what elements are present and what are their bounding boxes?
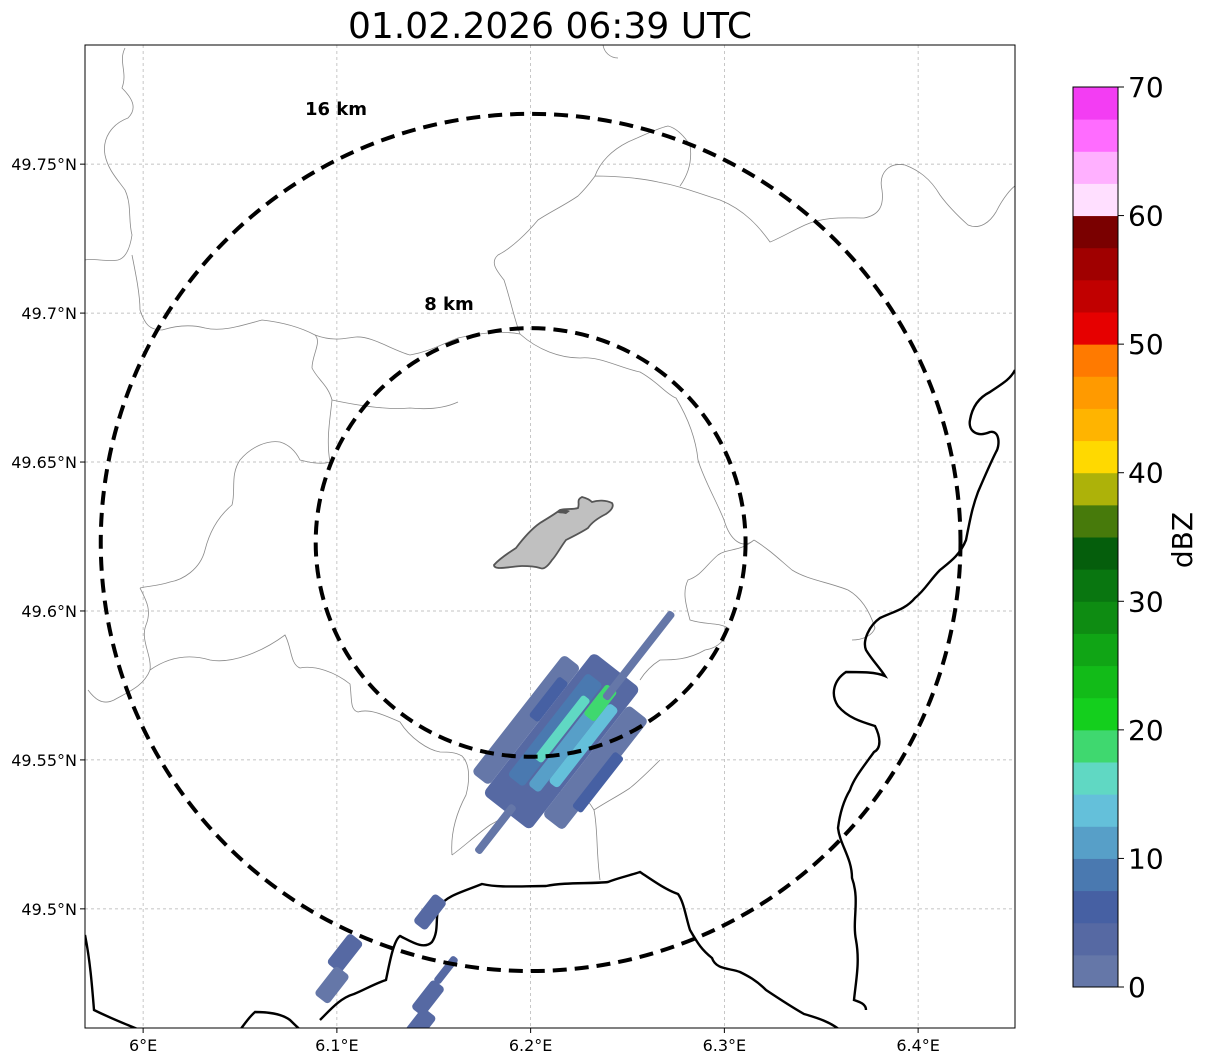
- luxembourg-france-border: [85, 934, 139, 1028]
- colorbar-ticks: 0 10 20 30 40 50 60 70: [1118, 71, 1164, 1004]
- echo-main-cell: [473, 610, 675, 855]
- colorbar-tick-label: 20: [1128, 714, 1164, 747]
- communal-boundary: [593, 759, 661, 811]
- map-title: 01.02.2026 06:39 UTC: [348, 6, 752, 47]
- colorbar-swatches: [1073, 87, 1118, 988]
- ring-label-16km: 16 km: [305, 99, 367, 120]
- colorbar-tick-label: 60: [1128, 200, 1164, 233]
- echo-spur: [475, 804, 516, 855]
- colorbar-tick-label: 0: [1128, 971, 1146, 1004]
- range-rings: [98, 111, 963, 974]
- communal-boundary: [331, 399, 459, 410]
- colorbar-tick-label: 70: [1128, 71, 1164, 104]
- luxembourg-city-area: [493, 496, 614, 570]
- map-plot-area: [85, 45, 1015, 1028]
- luxembourg-france-border: [239, 1010, 301, 1028]
- colorbar-swatch: [1073, 279, 1118, 313]
- colorbar-swatch: [1073, 601, 1118, 634]
- colorbar-tick-label: 50: [1128, 328, 1164, 361]
- colorbar-swatch: [1073, 376, 1118, 409]
- colorbar-swatch: [1073, 151, 1118, 184]
- colorbar-swatch: [1073, 794, 1118, 827]
- x-tick-label: 6°E: [129, 1036, 157, 1055]
- echo-spur: [602, 610, 675, 701]
- echo-small: [412, 980, 444, 1016]
- colorbar-swatch: [1073, 826, 1118, 859]
- range-ring-8km: [313, 326, 748, 759]
- colorbar-tick-label: 10: [1128, 842, 1164, 875]
- y-tick-label: 49.75°N: [11, 155, 77, 174]
- echo-cell-17dbz: [534, 695, 590, 763]
- colorbar-swatch: [1073, 472, 1118, 506]
- x-tick-label: 6.1°E: [315, 1036, 359, 1055]
- x-axis-ticks: 6°E 6.1°E 6.2°E 6.3°E 6.4°E: [129, 1028, 940, 1055]
- y-tick-label: 49.55°N: [11, 751, 77, 770]
- colorbar-swatch: [1073, 119, 1118, 152]
- graticule-grid: [85, 45, 1015, 1028]
- range-ring-16km: [98, 111, 963, 974]
- x-tick-label: 6.4°E: [896, 1036, 940, 1055]
- colorbar-tick-label: 40: [1128, 457, 1164, 490]
- colorbar-swatch: [1073, 762, 1118, 795]
- colorbar-swatch: [1073, 87, 1118, 120]
- echo-small: [327, 934, 363, 972]
- echo-cell-5dbz: [572, 752, 624, 813]
- colorbar-frame: [1072, 86, 1119, 988]
- colorbar-swatch: [1073, 729, 1118, 763]
- echo-small: [404, 1008, 436, 1028]
- colorbar-swatch: [1073, 569, 1118, 602]
- colorbar-swatch: [1073, 890, 1118, 924]
- y-axis-ticks: 49.75°N 49.7°N 49.65°N 49.6°N 49.55°N 49.5°N: [11, 155, 85, 919]
- communal-boundary: [314, 331, 755, 545]
- colorbar-swatch: [1073, 344, 1118, 377]
- y-tick-label: 49.65°N: [11, 453, 77, 472]
- communal-boundary: [602, 45, 619, 59]
- communal-boundaries: [85, 45, 1015, 881]
- communal-boundary: [493, 164, 1015, 335]
- ring-label-8km: 8 km: [424, 294, 474, 315]
- echo-small: [414, 894, 446, 930]
- x-tick-label: 6.3°E: [703, 1036, 747, 1055]
- colorbar-label: dBZ: [1166, 512, 1199, 568]
- colorbar-swatch: [1073, 697, 1118, 731]
- communal-boundary: [753, 539, 876, 641]
- y-tick-label: 49.7°N: [21, 304, 77, 323]
- colorbar-swatch: [1073, 440, 1118, 474]
- radar-echoes: [315, 610, 675, 1028]
- echo-cell-5dbz: [529, 677, 568, 722]
- luxembourg-france-border: [319, 870, 840, 1028]
- echo-cell-15dbz: [549, 704, 618, 788]
- y-tick-label: 49.5°N: [21, 900, 77, 919]
- colorbar-swatch: [1073, 247, 1118, 281]
- national-borders: [85, 369, 1015, 1028]
- city-detail: [556, 509, 570, 514]
- colorbar-swatch: [1073, 922, 1118, 956]
- x-tick-label: 6.2°E: [509, 1036, 553, 1055]
- colorbar-tick-label: 30: [1128, 585, 1164, 618]
- communal-boundary: [131, 254, 333, 589]
- communal-boundary: [594, 125, 692, 187]
- colorbar-swatch: [1073, 537, 1118, 570]
- colorbar-swatch: [1073, 408, 1118, 442]
- colorbar-swatch: [1073, 504, 1118, 538]
- colorbar-swatch: [1073, 633, 1118, 667]
- colorbar-swatch: [1073, 183, 1118, 217]
- colorbar-swatch: [1073, 215, 1118, 249]
- echo-small: [315, 966, 349, 1004]
- luxembourg-germany-border: [832, 369, 1015, 1011]
- communal-boundary: [149, 634, 470, 856]
- colorbar-swatch: [1073, 312, 1118, 345]
- colorbar: 0 10 20 30 40 50 60 70 dBZ: [1072, 71, 1199, 1004]
- colorbar-swatch: [1073, 954, 1118, 988]
- map-frame: [84, 44, 1016, 1029]
- communal-boundary: [639, 539, 755, 681]
- colorbar-swatch: [1073, 858, 1118, 892]
- colorbar-swatch: [1073, 665, 1118, 699]
- y-tick-label: 49.6°N: [21, 602, 77, 621]
- communal-boundary: [85, 47, 134, 261]
